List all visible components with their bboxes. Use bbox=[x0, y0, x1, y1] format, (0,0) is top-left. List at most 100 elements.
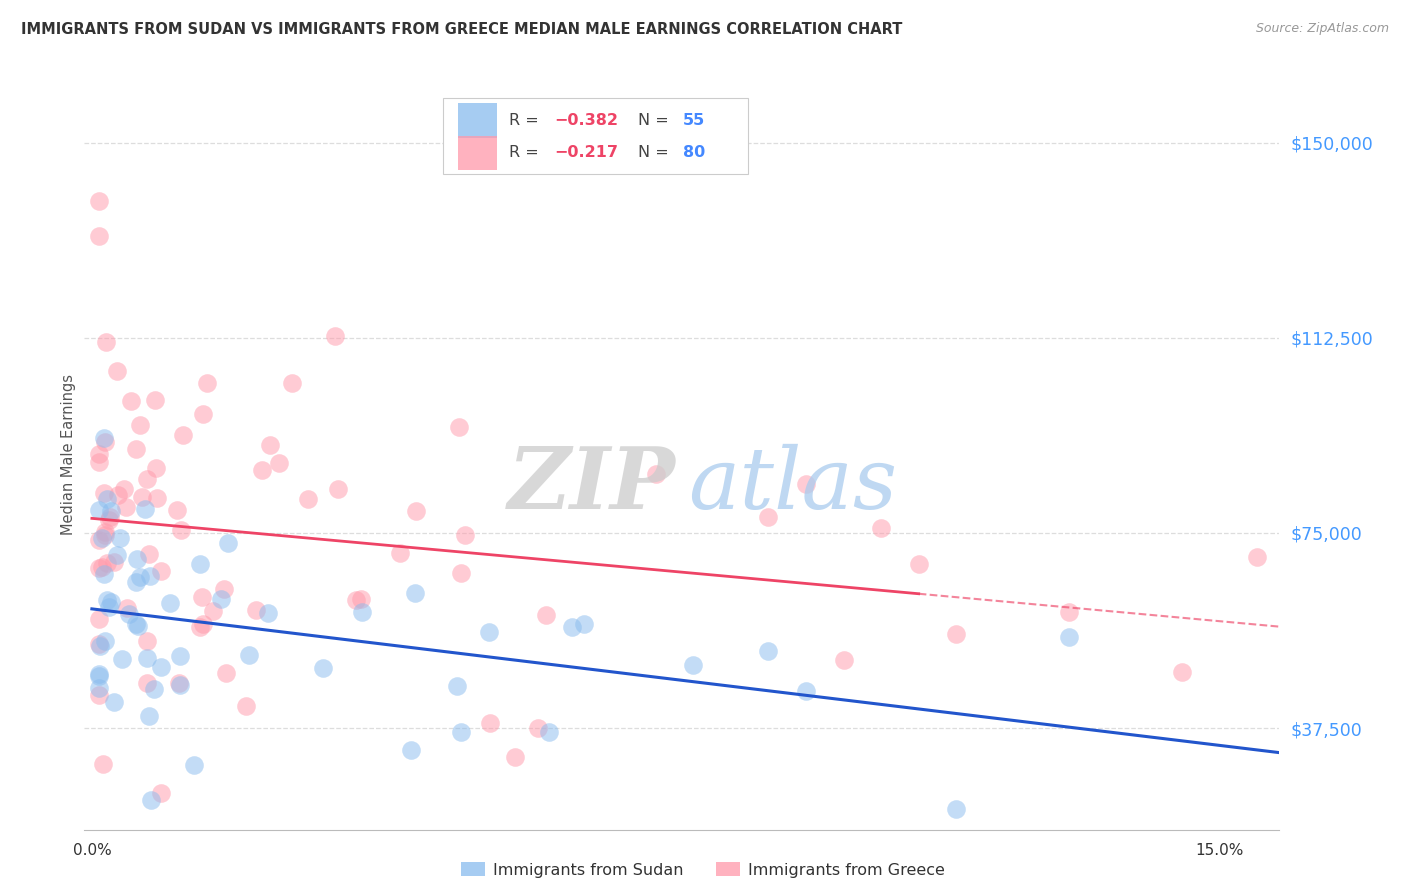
Point bbox=[281, 376, 304, 390]
Point bbox=[89, 688, 111, 702]
Point bbox=[527, 721, 550, 735]
Point bbox=[135, 472, 157, 486]
Text: N =: N = bbox=[638, 145, 673, 161]
Point bbox=[188, 558, 211, 572]
Legend: Immigrants from Sudan, Immigrants from Greece: Immigrants from Sudan, Immigrants from G… bbox=[456, 855, 950, 884]
Point bbox=[98, 599, 121, 614]
Point bbox=[94, 634, 117, 648]
Point bbox=[127, 618, 149, 632]
Point bbox=[131, 490, 153, 504]
Point bbox=[166, 502, 188, 516]
Y-axis label: Median Male Earnings: Median Male Earnings bbox=[60, 375, 76, 535]
Point bbox=[89, 638, 111, 652]
Point bbox=[450, 566, 472, 581]
Point bbox=[169, 648, 191, 663]
Point bbox=[139, 569, 162, 583]
Point bbox=[349, 592, 371, 607]
Point bbox=[136, 634, 159, 648]
Text: Source: ZipAtlas.com: Source: ZipAtlas.com bbox=[1256, 22, 1389, 36]
Point bbox=[399, 743, 422, 757]
Point bbox=[312, 660, 335, 674]
Point bbox=[195, 376, 218, 390]
Point bbox=[135, 676, 157, 690]
Point bbox=[100, 504, 122, 518]
Point bbox=[138, 709, 160, 723]
Point bbox=[107, 488, 129, 502]
Point bbox=[103, 555, 125, 569]
Point bbox=[201, 604, 224, 618]
Point bbox=[89, 666, 111, 681]
Point bbox=[538, 725, 561, 739]
Point bbox=[149, 660, 172, 674]
Point bbox=[90, 559, 112, 574]
Point bbox=[756, 509, 779, 524]
Point bbox=[138, 547, 160, 561]
Point bbox=[172, 428, 194, 442]
Point bbox=[134, 501, 156, 516]
Point bbox=[89, 669, 111, 683]
Point bbox=[145, 461, 167, 475]
Point bbox=[214, 582, 236, 596]
Point bbox=[756, 644, 779, 658]
Point bbox=[129, 418, 152, 433]
Text: 80: 80 bbox=[683, 145, 706, 161]
Point bbox=[94, 524, 117, 539]
Point bbox=[149, 564, 172, 578]
Point bbox=[169, 678, 191, 692]
Point bbox=[96, 556, 118, 570]
Point bbox=[125, 616, 148, 631]
Point bbox=[93, 527, 115, 541]
Point bbox=[89, 447, 111, 461]
Point bbox=[450, 725, 472, 739]
Text: R =: R = bbox=[509, 145, 544, 161]
Point bbox=[100, 509, 122, 524]
Text: −0.382: −0.382 bbox=[554, 113, 619, 128]
FancyBboxPatch shape bbox=[458, 103, 496, 137]
Point bbox=[235, 699, 257, 714]
Point bbox=[449, 420, 471, 434]
Point bbox=[111, 652, 134, 666]
Point bbox=[325, 329, 347, 343]
Point bbox=[93, 486, 115, 500]
Text: IMMIGRANTS FROM SUDAN VS IMMIGRANTS FROM GREECE MEDIAN MALE EARNINGS CORRELATION: IMMIGRANTS FROM SUDAN VS IMMIGRANTS FROM… bbox=[21, 22, 903, 37]
Point bbox=[1171, 665, 1194, 679]
Point bbox=[100, 594, 122, 608]
Point bbox=[105, 364, 128, 378]
Point bbox=[257, 606, 280, 620]
Point bbox=[794, 476, 817, 491]
Point bbox=[945, 802, 967, 816]
Point bbox=[89, 561, 111, 575]
Point bbox=[124, 574, 146, 589]
Point bbox=[96, 593, 118, 607]
Text: N =: N = bbox=[638, 113, 673, 128]
FancyBboxPatch shape bbox=[443, 97, 748, 174]
Point bbox=[146, 491, 169, 505]
Point bbox=[269, 456, 291, 470]
Point bbox=[167, 676, 190, 690]
Point bbox=[215, 665, 238, 680]
Point bbox=[89, 639, 111, 653]
Point bbox=[297, 492, 319, 507]
Point bbox=[150, 786, 173, 800]
Point bbox=[503, 749, 526, 764]
Point bbox=[93, 431, 115, 445]
Point bbox=[405, 504, 427, 518]
Point bbox=[250, 463, 273, 477]
Point bbox=[93, 567, 115, 582]
Point bbox=[105, 549, 128, 563]
Point bbox=[644, 467, 666, 482]
Text: 55: 55 bbox=[683, 113, 706, 128]
Point bbox=[120, 393, 142, 408]
Point bbox=[108, 531, 131, 545]
Point bbox=[89, 533, 111, 547]
Point bbox=[159, 596, 181, 610]
FancyBboxPatch shape bbox=[458, 136, 496, 170]
Point bbox=[96, 335, 118, 350]
Point bbox=[89, 455, 111, 469]
Point bbox=[89, 228, 111, 243]
Point bbox=[832, 652, 855, 666]
Point bbox=[479, 715, 502, 730]
Point bbox=[89, 194, 111, 208]
Text: −0.217: −0.217 bbox=[554, 145, 619, 161]
Text: R =: R = bbox=[509, 113, 544, 128]
